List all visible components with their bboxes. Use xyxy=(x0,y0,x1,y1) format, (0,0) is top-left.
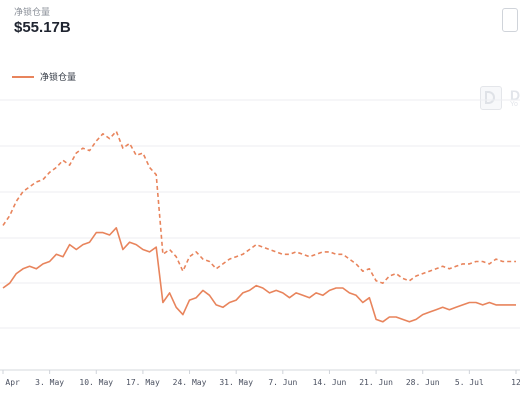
legend-item[interactable]: 净锁仓量 xyxy=(12,70,76,83)
metric-header: 净锁仓量 $55.17B xyxy=(14,6,71,37)
watermark-subtext: Yo xyxy=(510,100,518,108)
series-lines xyxy=(2,130,516,323)
x-tick-label: 28. Jun xyxy=(406,378,440,387)
logo-icon xyxy=(480,86,502,110)
grid-lines xyxy=(0,99,520,371)
x-tick-label: 7. Jun xyxy=(268,378,297,387)
x-tick-label: 24. May xyxy=(173,378,207,387)
panel-handle[interactable] xyxy=(502,8,518,32)
x-tick-label: 31. May xyxy=(219,378,253,387)
x-tick-label: 10. May xyxy=(79,378,113,387)
x-tick-label: 5. Jul xyxy=(455,378,484,387)
x-axis: 26. Apr 3. May 10. May 17. May 24. May 31. Ma… xyxy=(0,370,520,387)
x-tick-label: 3. May xyxy=(35,378,64,387)
metric-label: 净锁仓量 xyxy=(14,7,51,17)
series-line-dashed[interactable] xyxy=(2,130,516,284)
legend-swatch xyxy=(12,75,34,78)
x-tick-label: 17. May xyxy=(126,378,160,387)
x-tick-label: 26. Apr xyxy=(0,378,20,387)
metric-value: $55.17B xyxy=(14,19,71,36)
x-tick-label: 21. Jun xyxy=(359,378,393,387)
x-tick-label: 14. Jun xyxy=(313,378,347,387)
x-tick-label: 12 xyxy=(511,378,520,387)
series-line-solid[interactable] xyxy=(2,227,516,323)
watermark-text: D xyxy=(510,86,520,103)
watermark-logo: D Yo xyxy=(480,86,520,110)
legend-label: 净锁仓量 xyxy=(40,72,77,82)
